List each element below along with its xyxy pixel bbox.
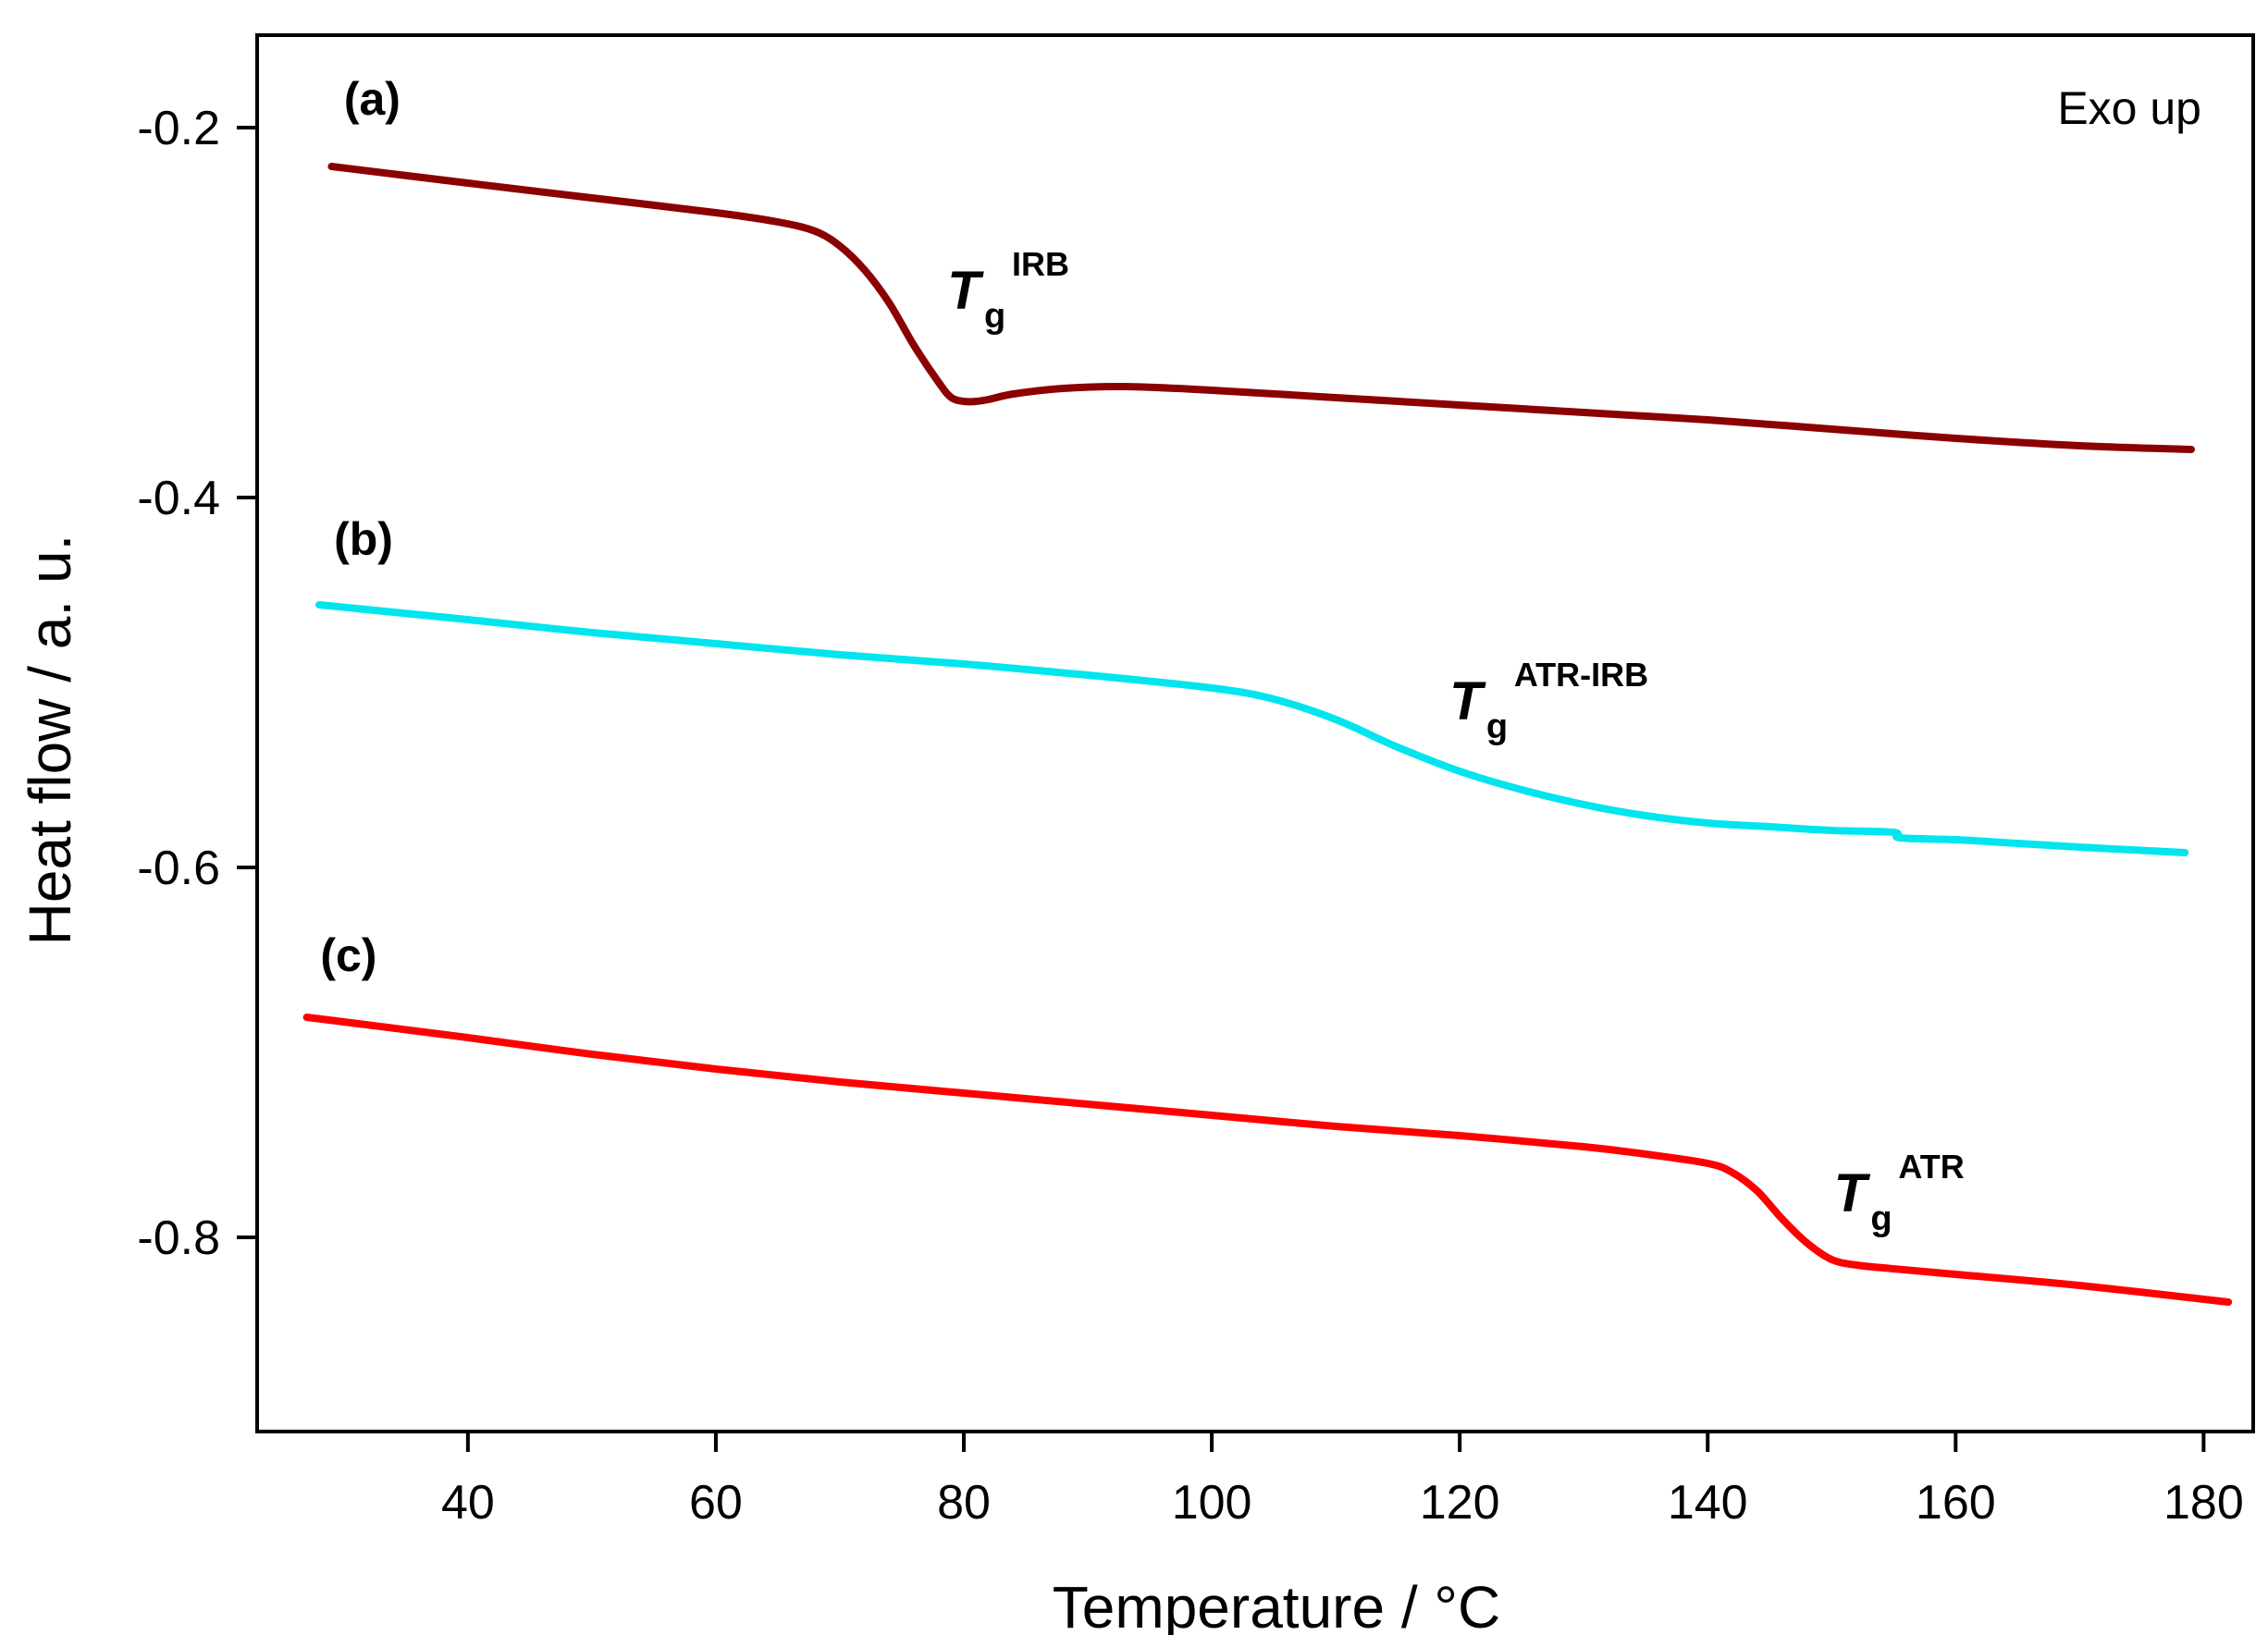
- tg-superscript: ATR-IRB: [1514, 656, 1648, 694]
- x-tick-label: 100: [1172, 1476, 1252, 1530]
- x-tick-label: 60: [689, 1476, 743, 1530]
- series-line-c: [302, 1014, 2233, 1306]
- panel-label-b: (b): [334, 513, 393, 565]
- x-axis-title: Temperature / °C: [1053, 1574, 1500, 1635]
- y-tick-label: -0.4: [137, 472, 220, 525]
- x-tick-label: 140: [1668, 1476, 1748, 1530]
- tg-superscript: IRB: [1012, 245, 1069, 283]
- exo-up-note: Exo up: [2057, 82, 2201, 134]
- series-line-b: [315, 601, 2189, 856]
- tg-subscript: g: [1870, 1199, 1892, 1238]
- tg-symbol: T: [1449, 671, 1486, 731]
- tg-superscript: ATR: [1898, 1148, 1964, 1186]
- panel-label-a: (a): [344, 73, 401, 125]
- x-tick-label: 160: [1916, 1476, 1996, 1530]
- x-tick-label: 40: [441, 1476, 495, 1530]
- series-layer: [302, 163, 2233, 1306]
- tg-symbol: T: [947, 261, 984, 321]
- plot-frame: [255, 33, 2255, 1433]
- x-tick-label: 180: [2163, 1476, 2244, 1530]
- x-tick-label: 80: [937, 1476, 991, 1530]
- tg-subscript: g: [984, 297, 1005, 336]
- series-line-a: [327, 163, 2195, 453]
- tg-subscript: g: [1486, 707, 1508, 746]
- y-tick-label: -0.8: [137, 1211, 220, 1265]
- x-axis: 40 60 80 100 120 140 160 180: [441, 1432, 2244, 1530]
- y-axis-title: Heat flow / a. u.: [17, 535, 83, 946]
- y-axis: -0.2 -0.4 -0.6 -0.8: [137, 102, 257, 1265]
- y-tick-label: -0.6: [137, 842, 220, 895]
- x-tick-label: 120: [1420, 1476, 1500, 1530]
- tg-symbol: T: [1834, 1163, 1871, 1223]
- y-tick-label: -0.2: [137, 102, 220, 155]
- panel-label-c: (c): [320, 929, 376, 981]
